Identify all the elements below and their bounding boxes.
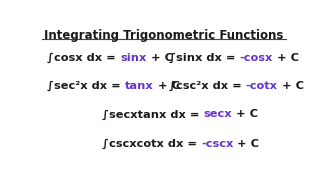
Text: ∫cscxcotx dx =: ∫cscxcotx dx = <box>102 138 201 149</box>
Text: secx: secx <box>204 109 232 120</box>
Text: Integrating Trigonometric Functions: Integrating Trigonometric Functions <box>44 28 284 42</box>
Text: + C: + C <box>278 81 304 91</box>
Text: ∫secxtanx dx =: ∫secxtanx dx = <box>102 109 204 120</box>
Text: + C: + C <box>147 53 172 63</box>
Text: + C: + C <box>273 53 299 63</box>
Text: -cosx: -cosx <box>239 53 273 63</box>
Text: + C: + C <box>232 109 258 120</box>
Text: + C: + C <box>154 81 180 91</box>
Text: ∫sinx dx =: ∫sinx dx = <box>169 53 239 63</box>
Text: + C: + C <box>233 139 260 148</box>
Text: ∫cosx dx =: ∫cosx dx = <box>47 53 120 63</box>
Text: ∫csc²x dx =: ∫csc²x dx = <box>169 81 246 91</box>
Text: sinx: sinx <box>120 53 147 63</box>
Text: -cscx: -cscx <box>201 139 233 148</box>
Text: -cotx: -cotx <box>246 81 278 91</box>
Text: tanx: tanx <box>125 81 154 91</box>
Text: ∫sec²x dx =: ∫sec²x dx = <box>47 81 125 91</box>
